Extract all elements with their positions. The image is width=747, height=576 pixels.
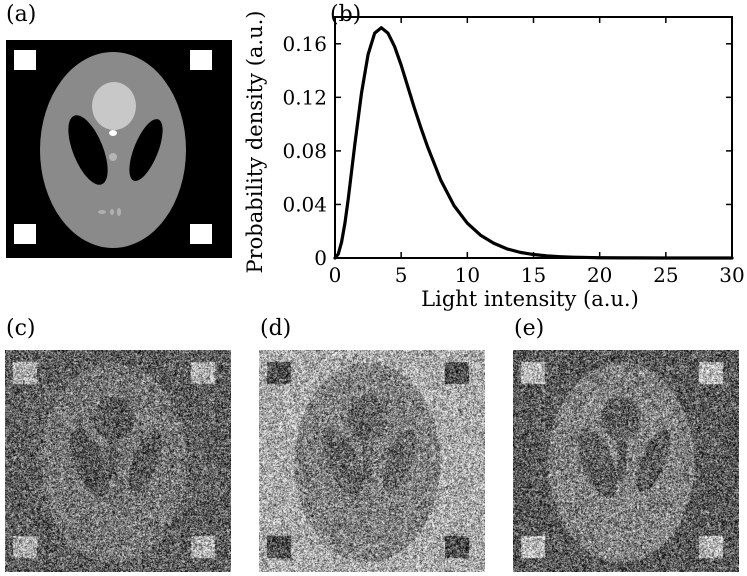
phantom-bright-ellipse <box>92 82 136 130</box>
x-tick-label: 10 <box>455 263 480 287</box>
phantom-right-lobe <box>129 119 163 181</box>
corner-marker-tl <box>14 50 36 70</box>
corner-marker-br <box>190 224 212 244</box>
corner-marker-bl <box>14 224 36 244</box>
chart-ticks-group: 0 5 10 15 20 25 30 0 0.04 0.08 0.12 0.16 <box>282 17 745 287</box>
phantom-dot-1 <box>98 210 106 214</box>
phantom-white-spot <box>109 130 117 136</box>
phantom-small-dot <box>109 153 117 161</box>
y-tick-label: 0.04 <box>282 192 327 216</box>
x-tick-label: 20 <box>587 263 612 287</box>
corner-marker-tr <box>190 50 212 70</box>
phantom-image <box>6 40 232 258</box>
panel-label-c: (c) <box>6 316 36 341</box>
panel-label-a: (a) <box>6 2 37 27</box>
x-tick-label: 0 <box>329 263 342 287</box>
panel-label-e: (e) <box>514 316 545 341</box>
x-tick-label: 25 <box>653 263 678 287</box>
x-axis-label: Light intensity (a.u.) <box>421 287 639 311</box>
panel-label-d: (d) <box>260 316 292 341</box>
probability-density-chart: 0 5 10 15 20 25 30 0 0.04 0.08 0.12 0.16 Light inte… <box>243 11 745 312</box>
x-tick-label: 5 <box>395 263 408 287</box>
speckle-image-e <box>513 350 739 572</box>
y-tick-label: 0.16 <box>282 32 327 56</box>
x-tick-label: 15 <box>521 263 546 287</box>
panel-label-b: (b) <box>330 2 362 27</box>
y-tick-label: 0 <box>314 246 327 270</box>
phantom-left-lobe <box>68 115 108 185</box>
phantom-outer-ellipse <box>40 52 186 248</box>
speckle-image-c <box>5 350 231 572</box>
speckle-image-d <box>259 350 485 572</box>
x-tick-label: 30 <box>719 263 744 287</box>
y-axis-label: Probability density (a.u.) <box>243 11 267 274</box>
y-tick-label: 0.08 <box>282 139 327 163</box>
density-curve <box>333 26 734 260</box>
chart-series-group <box>333 26 734 260</box>
phantom-dot-2 <box>110 209 114 215</box>
phantom-dot-3 <box>117 208 121 216</box>
chart-axes-group <box>334 16 733 259</box>
plot-frame <box>334 16 733 259</box>
y-tick-label: 0.12 <box>282 85 327 109</box>
